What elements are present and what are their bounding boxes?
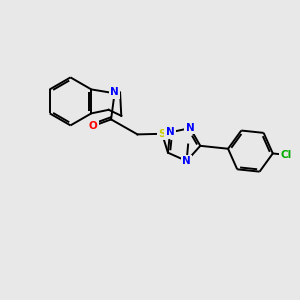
Text: S: S — [158, 129, 166, 139]
Text: N: N — [166, 128, 174, 137]
Text: N: N — [110, 87, 119, 98]
Text: O: O — [89, 121, 98, 131]
Text: Cl: Cl — [280, 150, 292, 160]
Text: N: N — [182, 156, 191, 166]
Text: N: N — [186, 123, 194, 133]
